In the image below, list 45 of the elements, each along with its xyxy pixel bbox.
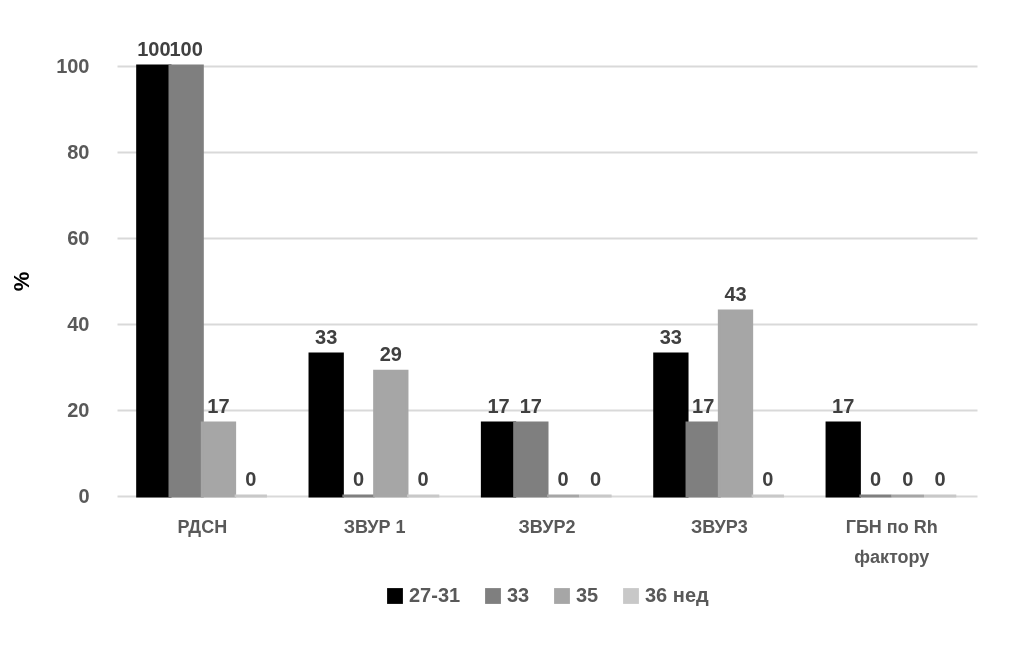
data-label: 0 [902, 468, 914, 490]
y-axis-title: % [9, 271, 35, 292]
data-label: 33 [659, 326, 682, 349]
bar [653, 352, 689, 498]
bar [513, 421, 549, 498]
bar [168, 64, 204, 498]
data-label: 100 [137, 38, 171, 60]
legend-label: 35 [576, 584, 599, 606]
data-label: 17 [207, 394, 230, 417]
x-tick-label: ЗВУР 1 [343, 516, 406, 537]
x-tick-label: РДСН [177, 516, 228, 537]
legend-label: 36 нед [645, 584, 710, 606]
bar [373, 369, 409, 498]
data-label: 0 [557, 468, 569, 490]
bar [308, 352, 344, 498]
x-tick-label: ЗВУР3 [690, 516, 748, 537]
data-label: 17 [487, 394, 510, 417]
y-tick-label: 0 [78, 484, 90, 507]
bar [825, 421, 861, 498]
data-label: 0 [352, 468, 365, 490]
y-tick-label: 80 [67, 140, 90, 163]
bar [685, 421, 721, 498]
data-label: 17 [692, 394, 715, 417]
data-label: 0 [417, 468, 429, 490]
bar [200, 421, 237, 498]
data-label: 100 [169, 38, 203, 60]
x-tick-label: ЗВУР2 [518, 516, 576, 537]
y-tick-label: 60 [67, 226, 90, 249]
data-label: 29 [379, 343, 402, 366]
data-label: 0 [589, 468, 602, 490]
y-tick-label: 40 [67, 312, 90, 335]
y-tick-label: 20 [67, 398, 90, 421]
legend-label: 33 [507, 584, 530, 606]
data-label: 0 [934, 468, 946, 490]
data-label: 0 [869, 468, 882, 490]
x-tick-label: ГБН по Rh фактору [845, 516, 938, 567]
y-tick-label: 100 [56, 54, 90, 77]
data-label: 0 [762, 468, 774, 490]
data-label: 0 [245, 468, 257, 490]
bar [717, 309, 754, 498]
data-label: 43 [724, 283, 747, 306]
legend-label: 27-31 [409, 584, 461, 606]
data-label: 17 [832, 394, 855, 417]
data-label: 33 [315, 326, 338, 349]
data-label: 17 [519, 394, 542, 417]
